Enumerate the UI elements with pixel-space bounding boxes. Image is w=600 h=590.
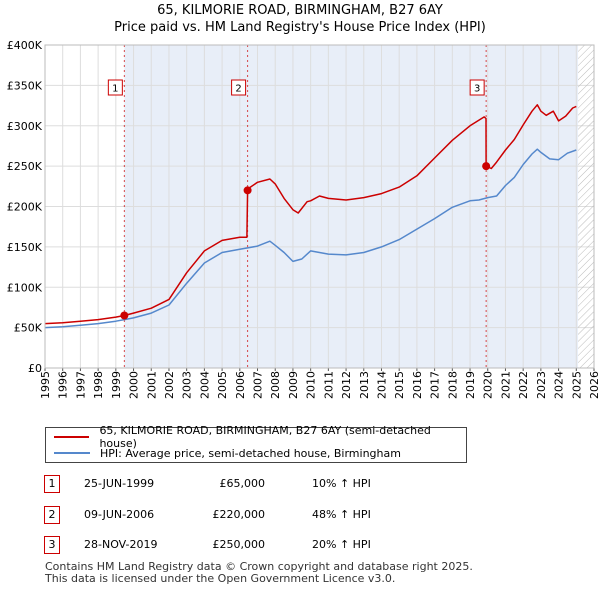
y-tick-label: £150K	[7, 241, 43, 254]
hpi-line-swatch	[54, 452, 90, 454]
transaction-number: 1	[44, 475, 60, 493]
y-tick-label: £100K	[7, 281, 43, 294]
y-tick-label: £50K	[14, 322, 43, 335]
transaction-price: £65,000	[219, 477, 266, 490]
x-tick-label: 2014	[375, 371, 388, 399]
x-tick-label: 2011	[322, 371, 335, 399]
sale-label: 1	[112, 84, 118, 95]
legend-property-label: 65, KILMORIE ROAD, BIRMINGHAM, B27 6AY (…	[99, 424, 431, 450]
transaction-date: 25-JUN-1999	[84, 477, 155, 490]
y-tick-label: £250K	[7, 160, 43, 173]
y-tick-label: £300K	[7, 120, 43, 133]
x-tick-label: 2004	[198, 371, 211, 399]
x-tick-label: 2023	[535, 371, 548, 399]
transaction-hpi-change: 48% ↑ HPI	[312, 508, 371, 521]
chart-title-line1: 65, KILMORIE ROAD, BIRMINGHAM, B27 6AY	[157, 3, 443, 18]
x-tick-label: 1999	[110, 371, 123, 399]
x-tick-label: 2009	[287, 371, 300, 399]
y-tick-label: £200K	[7, 201, 43, 214]
sale-label-box	[469, 79, 485, 96]
x-tick-label: 2024	[553, 371, 566, 399]
x-tick-label: 2015	[393, 371, 406, 399]
transaction-number: 2	[44, 506, 60, 524]
x-tick-label: 2020	[482, 371, 495, 399]
y-tick-label: £400K	[7, 39, 43, 52]
x-tick-label: 2003	[181, 371, 194, 399]
x-tick-label: 2026	[588, 371, 600, 399]
transaction-date: 28-NOV-2019	[84, 538, 158, 551]
x-tick-label: 2002	[163, 371, 176, 399]
property-line-swatch	[54, 436, 90, 438]
y-tick-label: £0	[28, 362, 42, 375]
legend-item-property: 65, KILMORIE ROAD, BIRMINGHAM, B27 6AY (…	[54, 424, 466, 450]
price-chart: 1 2 3 £0 £50K £100K £150K £200K £250K £300K £350K £…	[7, 39, 600, 399]
x-tick-label: 2019	[464, 371, 477, 399]
x-tick-label: 1995	[39, 371, 52, 399]
x-tick-label: 2008	[269, 371, 282, 399]
future-hatch	[578, 45, 594, 368]
x-tick-label: 2012	[340, 371, 353, 399]
sale-label: 2	[235, 84, 241, 95]
sale-label-box	[107, 79, 123, 96]
x-tick-label: 2005	[216, 371, 229, 399]
x-tick-label: 2021	[499, 371, 512, 399]
transaction-hpi-change: 10% ↑ HPI	[312, 477, 371, 490]
footer: Contains HM Land Registry data © Crown c…	[45, 561, 473, 585]
footer-copyright: Contains HM Land Registry data © Crown c…	[45, 560, 473, 573]
footer-licence: This data is licensed under the Open Gov…	[45, 572, 396, 585]
x-tick-label: 1996	[57, 371, 70, 399]
x-tick-label: 2006	[234, 371, 247, 399]
sale-point	[243, 186, 252, 195]
x-tick-label: 2025	[570, 371, 583, 399]
transaction-date: 09-JUN-2006	[84, 508, 155, 521]
transaction-hpi-change: 20% ↑ HPI	[312, 538, 371, 551]
y-tick-label: £350K	[7, 79, 43, 92]
sale-label: 3	[474, 84, 480, 95]
chart-title: 65, KILMORIE ROAD, BIRMINGHAM, B27 6AY P…	[0, 2, 600, 36]
x-tick-label: 2013	[358, 371, 371, 399]
sale-point	[120, 311, 129, 320]
x-tick-label: 2010	[305, 371, 318, 399]
plot-frame	[44, 44, 595, 369]
x-tick-label: 1997	[74, 371, 87, 399]
chart-title-line2: Price paid vs. HM Land Registry's House …	[114, 20, 486, 35]
transaction-number: 3	[44, 536, 60, 554]
transaction-price: £250,000	[212, 538, 266, 551]
legend: 65, KILMORIE ROAD, BIRMINGHAM, B27 6AY (…	[45, 424, 467, 463]
sale-point	[482, 162, 491, 171]
x-tick-label: 2018	[446, 371, 459, 399]
x-tick-label: 2001	[145, 371, 158, 399]
sale-label-box	[231, 79, 247, 96]
hpi-line	[44, 148, 577, 329]
x-tick-label: 2022	[517, 371, 530, 399]
x-tick-label: 2000	[128, 371, 141, 399]
x-tick-label: 2017	[429, 371, 442, 399]
x-tick-label: 2007	[252, 371, 265, 399]
transaction-price: £220,000	[212, 508, 266, 521]
legend-item-hpi: HPI: Average price, semi-detached house,…	[54, 445, 401, 461]
legend-hpi-label: HPI: Average price, semi-detached house,…	[100, 446, 401, 460]
property-price-line	[44, 104, 577, 325]
x-tick-label: 2016	[411, 371, 424, 399]
x-tick-label: 1998	[92, 371, 105, 399]
